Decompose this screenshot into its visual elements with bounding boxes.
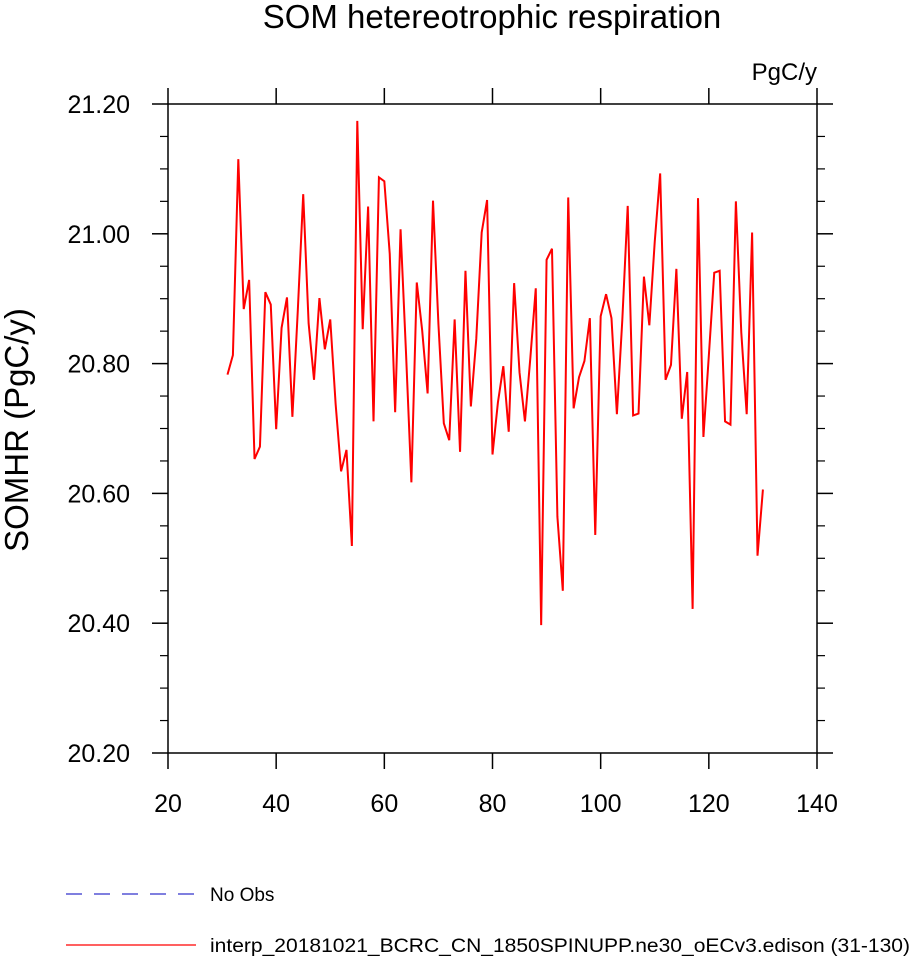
y-tick-label: 20.60 bbox=[67, 480, 130, 508]
y-tick-label: 20.80 bbox=[67, 351, 130, 379]
chart-title: SOM hetereotrophic respiration bbox=[263, 0, 722, 35]
axes-layer: 20.20 20.40 20.60 20.80 21.00 21.20 20 40 60 80 10… bbox=[67, 88, 838, 818]
series-line bbox=[226, 120, 764, 626]
y-axis-label: SOMHR (PgC/y) bbox=[0, 308, 35, 552]
y-tick-label: 21.20 bbox=[67, 91, 130, 119]
legend-label-model: interp_20181021_BCRC_CN_1850SPINUPP.ne30… bbox=[210, 936, 910, 957]
y-tick-label: 21.00 bbox=[67, 221, 130, 249]
legend-label-no-obs: No Obs bbox=[210, 885, 274, 906]
x-tick-label: 40 bbox=[262, 790, 290, 818]
legend: No Obs interp_20181021_BCRC_CN_1850SPINUP… bbox=[66, 885, 910, 957]
series-layer bbox=[226, 120, 764, 626]
x-tick-label: 80 bbox=[479, 790, 507, 818]
units-label: PgC/y bbox=[752, 59, 817, 86]
x-tick-label: 120 bbox=[688, 790, 730, 818]
y-tick-label: 20.20 bbox=[67, 740, 130, 768]
y-tick-label: 20.40 bbox=[67, 610, 130, 638]
x-tick-label: 60 bbox=[370, 790, 398, 818]
x-tick-label: 100 bbox=[580, 790, 622, 818]
x-tick-label: 140 bbox=[796, 790, 838, 818]
x-tick-label: 20 bbox=[154, 790, 182, 818]
